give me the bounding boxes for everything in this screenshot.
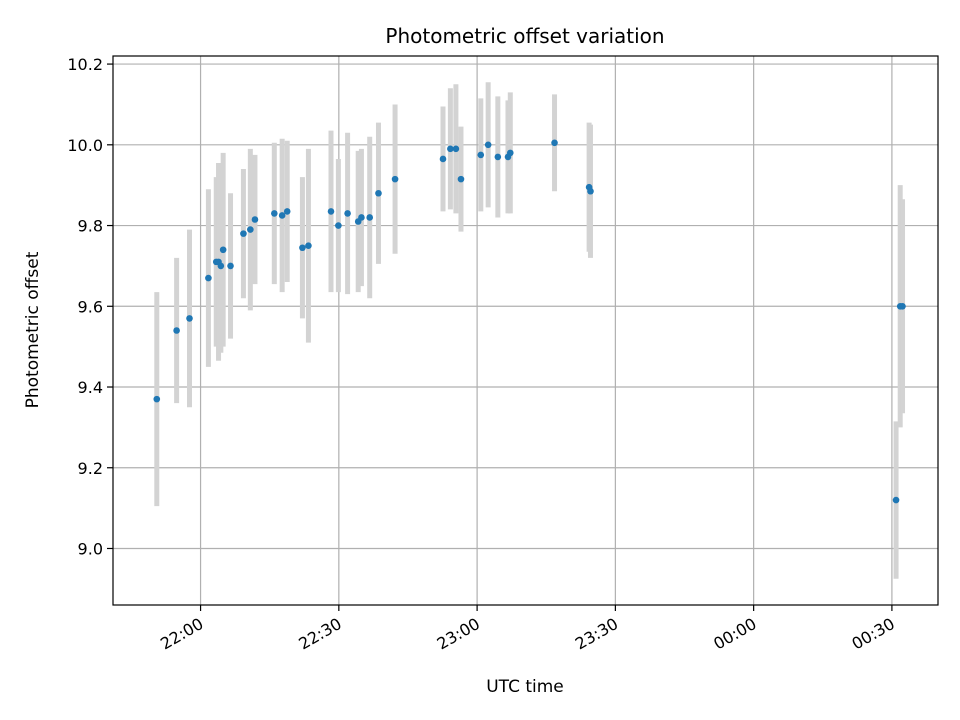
y-axis-title: Photometric offset — [23, 251, 43, 408]
data-point — [299, 244, 306, 252]
y-tick-label: 9.0 — [78, 539, 103, 558]
data-point — [447, 145, 454, 153]
grid-lines — [113, 56, 938, 605]
y-tick-label: 10.0 — [67, 136, 103, 155]
data-point — [452, 145, 460, 153]
data-point — [283, 208, 291, 215]
data-point — [391, 175, 399, 183]
data-point — [240, 230, 247, 237]
data-point — [439, 155, 447, 163]
data-point — [494, 153, 502, 161]
y-tick-label: 9.6 — [78, 297, 103, 316]
data-point — [173, 327, 180, 334]
data-point — [366, 214, 374, 221]
data-point — [899, 302, 906, 310]
data-point — [153, 395, 161, 403]
data-point — [327, 208, 335, 215]
data-point — [205, 274, 212, 282]
data-point — [375, 189, 382, 197]
data-point — [227, 262, 234, 270]
data-point — [186, 315, 193, 322]
data-point — [506, 149, 514, 157]
data-point — [457, 175, 465, 183]
data-point — [358, 214, 365, 221]
data-points — [153, 139, 906, 504]
data-point — [217, 262, 225, 270]
data-point — [551, 139, 558, 147]
data-point — [278, 212, 286, 219]
data-point — [271, 210, 278, 217]
data-point — [247, 226, 254, 233]
y-tick-label: 9.4 — [78, 378, 103, 397]
data-point — [484, 141, 492, 149]
y-tick-label: 10.2 — [67, 55, 103, 74]
y-tick-label: 9.8 — [78, 217, 103, 236]
data-point — [335, 222, 342, 229]
plot-frame — [112, 55, 939, 606]
data-point — [305, 242, 312, 250]
data-point — [219, 246, 227, 254]
data-point — [251, 216, 259, 223]
data-point — [477, 151, 485, 159]
data-point — [344, 210, 351, 217]
y-tick-label: 9.2 — [78, 459, 103, 478]
chart-title: Photometric offset variation — [385, 24, 664, 48]
y-axis-ticks: 9.0 9.2 9.4 9.6 9.8 10.0 10.2 — [67, 55, 113, 558]
data-point — [587, 187, 594, 195]
data-point — [892, 496, 900, 504]
x-axis-title: UTC time — [486, 677, 564, 697]
